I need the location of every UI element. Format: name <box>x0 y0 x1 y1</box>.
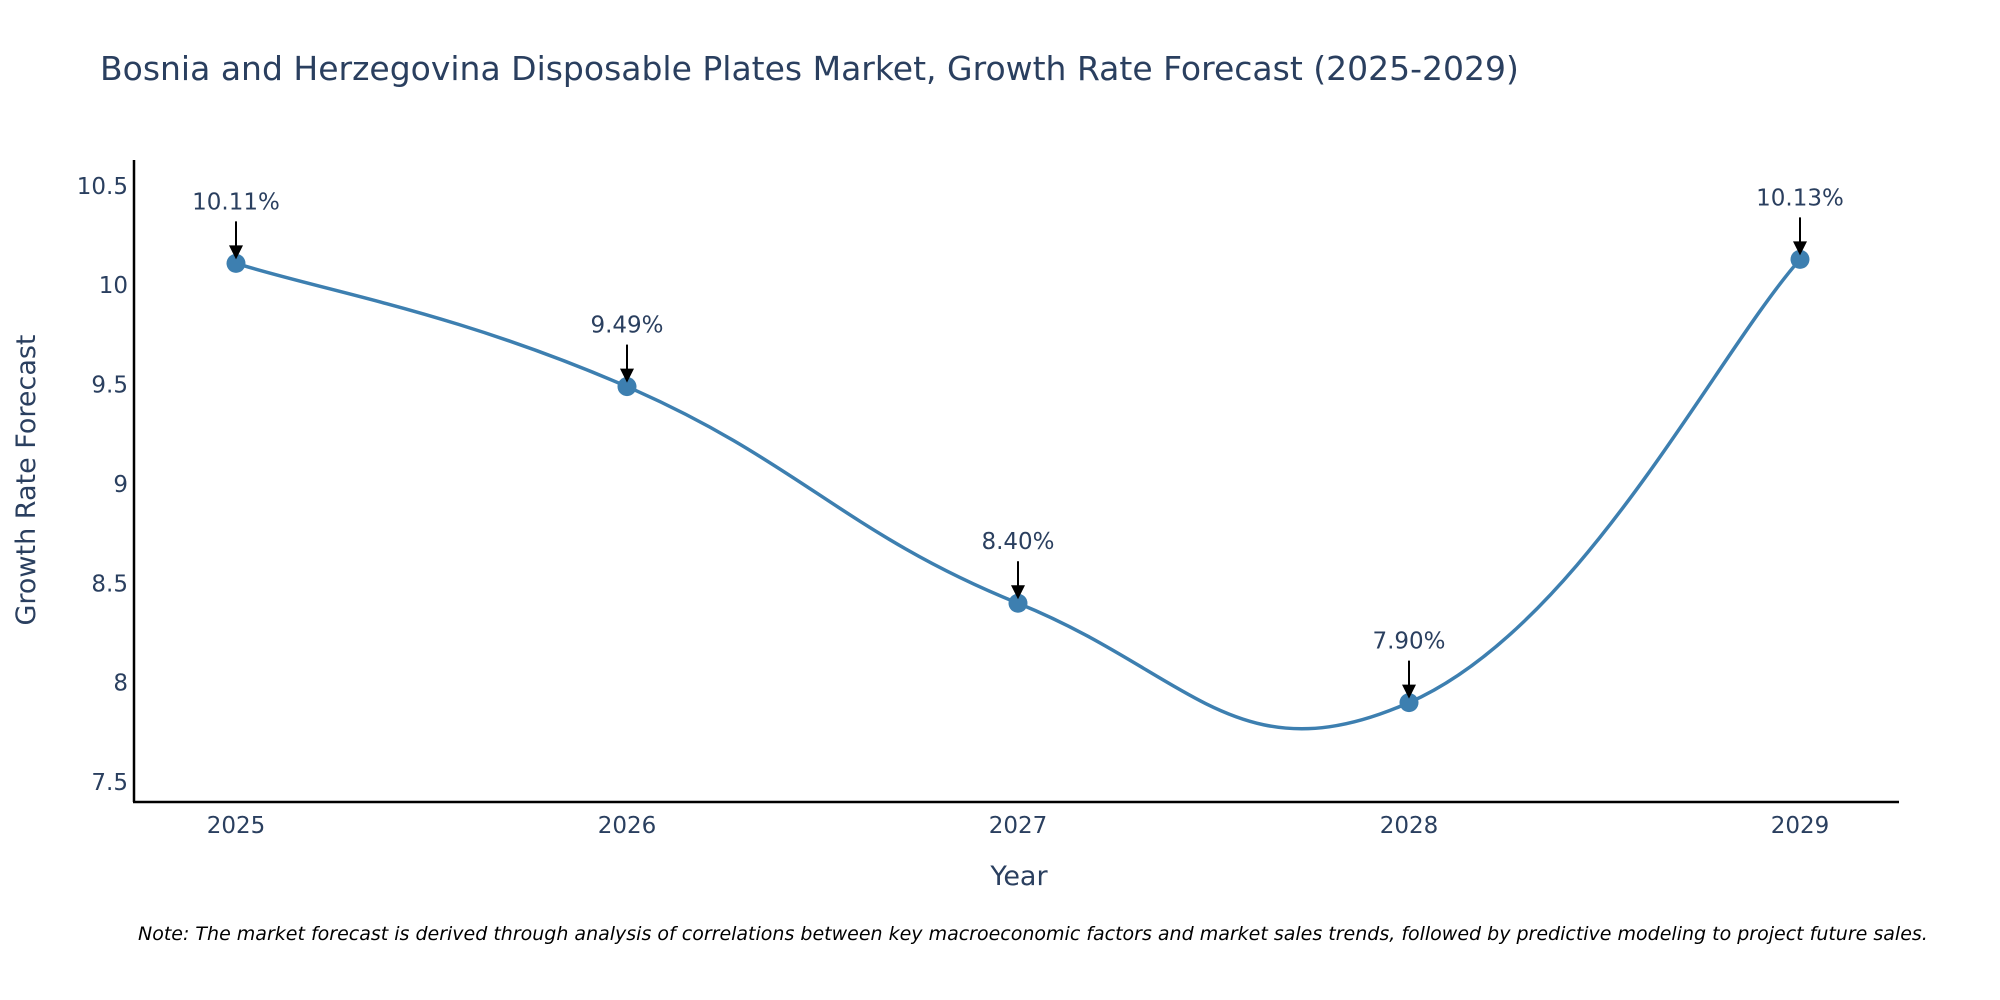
y-tick-label: 8 <box>113 671 128 697</box>
data-point-2029 <box>1790 249 1810 269</box>
annotation-arrowhead <box>1793 241 1807 256</box>
y-tick-label: 7.5 <box>91 770 128 796</box>
data-label: 7.90% <box>1372 629 1445 655</box>
y-tick-label: 8.5 <box>91 571 128 597</box>
chart-title: Bosnia and Herzegovina Disposable Plates… <box>100 49 1519 88</box>
data-label: 10.13% <box>1756 185 1844 211</box>
data-label: 10.11% <box>192 189 280 215</box>
data-point-2027 <box>1008 593 1028 613</box>
series-line <box>235 258 1802 731</box>
data-label: 8.40% <box>981 529 1054 555</box>
annotation-arrowhead <box>1402 684 1416 699</box>
y-axis-ticks: 7.5 8 8.5 9 9.5 10 10.5 <box>77 174 128 796</box>
x-axis-title: Year <box>989 861 1048 892</box>
y-tick-label: 9 <box>113 472 128 498</box>
y-axis-title: Growth Rate Forecast <box>11 334 42 625</box>
data-label: 9.49% <box>590 313 663 339</box>
x-tick-label: 2026 <box>598 813 657 839</box>
x-tick-label: 2028 <box>1380 813 1439 839</box>
data-point-2028 <box>1399 693 1419 713</box>
x-axis-ticks: 2025 2026 2027 2028 2029 <box>207 813 1830 839</box>
annotation-arrowhead <box>1011 585 1025 600</box>
y-tick-label: 10.5 <box>77 174 128 200</box>
annotation-arrowhead <box>620 368 634 383</box>
x-tick-label: 2025 <box>207 813 266 839</box>
x-tick-label: 2027 <box>989 813 1048 839</box>
data-point-2025 <box>226 253 246 273</box>
data-point-2026 <box>617 377 637 397</box>
data-annotations: 10.11% 9.49% 8.40% 7.90% 10.13% <box>192 185 1844 699</box>
footnote: Note: The market forecast is derived thr… <box>138 923 1928 945</box>
data-points <box>226 249 1810 713</box>
y-tick-label: 9.5 <box>91 373 128 399</box>
x-tick-label: 2029 <box>1771 813 1830 839</box>
y-tick-label: 10 <box>99 273 128 299</box>
annotation-arrowhead <box>229 245 243 260</box>
